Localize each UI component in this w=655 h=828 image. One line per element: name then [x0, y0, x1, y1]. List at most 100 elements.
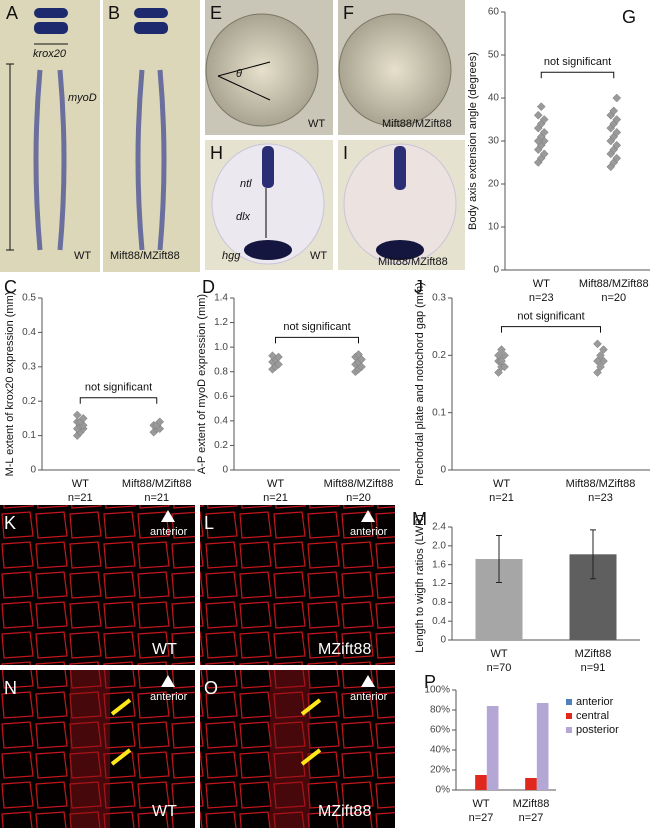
panel-letter: E — [210, 3, 222, 23]
data-point — [500, 362, 509, 372]
y-tick-label: 0 — [493, 265, 499, 276]
image-label: anterior — [150, 526, 188, 538]
y-tick-label: 0.4 — [22, 327, 36, 338]
panel-letter: A — [6, 3, 18, 23]
data-point — [354, 350, 363, 359]
panel-letter: C — [4, 277, 17, 297]
data-point — [596, 350, 605, 360]
annotation: not significant — [283, 321, 350, 333]
y-axis-label: Prechordal plate and notochord gap (mm) — [414, 282, 426, 486]
x-tick-label: n=70 — [487, 662, 512, 674]
data-point — [539, 115, 549, 124]
image-label: anterior — [150, 691, 188, 703]
image-label: anterior — [350, 526, 388, 538]
data-point — [593, 356, 602, 366]
image-label: Mift88/MZift88 — [382, 118, 452, 130]
legend-swatch — [566, 727, 572, 733]
y-tick-label: 0.3 — [432, 293, 446, 304]
annotation: not significant — [85, 382, 152, 394]
bar — [536, 703, 549, 790]
data-point — [155, 417, 165, 427]
legend-swatch — [566, 713, 572, 719]
data-point — [533, 110, 543, 120]
data-point — [78, 414, 88, 423]
x-tick-label: Mift88/MZift88 — [566, 478, 636, 490]
bar — [475, 775, 487, 790]
data-point — [612, 93, 622, 103]
y-tick-label: 0.1 — [432, 407, 446, 418]
y-tick-label: 2.4 — [432, 522, 446, 533]
x-tick-label: n=21 — [489, 492, 514, 504]
image-label: WT — [308, 118, 325, 130]
data-point — [539, 128, 549, 137]
y-tick-label: 0.2 — [22, 396, 36, 407]
image-label: WT — [152, 641, 177, 658]
panel-letter: D — [202, 277, 215, 297]
y-tick-label: 40% — [430, 745, 450, 756]
y-axis-label: Length to wigth ratios (LWR) — [414, 514, 426, 653]
y-tick-label: 60 — [488, 7, 500, 18]
y-tick-label: 0 — [440, 635, 446, 646]
x-tick-label: n=91 — [581, 662, 606, 674]
error-bar — [590, 529, 596, 580]
y-tick-label: 1.4 — [214, 293, 228, 304]
panel-h: H ntl dlx hgg WT — [205, 140, 333, 270]
panel-letter: P — [424, 672, 436, 692]
y-tick-label: 0.4 — [432, 616, 446, 627]
data-point — [609, 106, 619, 116]
image-label: myoD — [68, 92, 97, 104]
panel-a: A krox20 myoD WT — [0, 0, 100, 272]
panel-l: L anterior MZift88 — [200, 505, 395, 665]
y-axis-label: M-L extent of krox20 expression (mm) — [4, 292, 16, 477]
data-point — [599, 356, 608, 366]
x-tick-label: n=20 — [601, 292, 626, 304]
y-tick-label: 30 — [488, 136, 500, 147]
bracket — [540, 71, 615, 79]
y-tick-label: 0.1 — [22, 430, 36, 441]
legend-swatch — [566, 699, 572, 705]
panel-n: N anterior WT — [0, 670, 195, 828]
image-label: ntl — [240, 178, 252, 190]
panel-letter: O — [204, 678, 218, 698]
image-label: Mift88/MZift88 — [110, 250, 180, 262]
bracket — [275, 336, 359, 344]
x-tick-label: n=21 — [263, 492, 288, 504]
y-tick-label: 80% — [430, 705, 450, 716]
image-label: MZift88 — [318, 803, 371, 820]
y-tick-label: 0.6 — [214, 391, 228, 402]
x-tick-label: MZift88 — [575, 648, 612, 660]
y-tick-label: 0.3 — [22, 361, 36, 372]
y-tick-label: 0.8 — [432, 597, 446, 608]
x-tick-label: MZift88 — [513, 798, 550, 810]
x-tick-label: n=27 — [519, 812, 544, 824]
x-tick-label: n=20 — [346, 492, 371, 504]
data-point — [494, 368, 503, 377]
image-label: dlx — [236, 211, 251, 223]
x-tick-label: WT — [267, 478, 284, 490]
bracket — [79, 397, 158, 404]
annotation: not significant — [517, 311, 584, 323]
image-label: θ — [236, 68, 242, 80]
legend-label: anterior — [576, 696, 614, 708]
data-point — [500, 350, 509, 360]
y-tick-label: 10 — [488, 222, 500, 233]
y-tick-label: 100% — [424, 685, 450, 696]
panel-letter: L — [204, 513, 214, 533]
y-tick-label: 0.2 — [432, 350, 446, 361]
data-point — [268, 351, 277, 361]
x-tick-label: n=21 — [68, 492, 93, 504]
panel-letter: I — [343, 143, 348, 163]
error-bar — [496, 534, 502, 584]
legend-label: central — [576, 710, 609, 722]
x-tick-label: Mift88/MZift88 — [122, 478, 192, 490]
data-point — [593, 368, 602, 377]
y-tick-label: 0 — [30, 465, 36, 476]
panel-letter: B — [108, 3, 120, 23]
image-label: WT — [152, 803, 177, 820]
image-label: hgg — [222, 250, 241, 262]
image-label: Mift88/MZift88 — [378, 256, 448, 268]
data-point — [497, 345, 506, 354]
x-tick-label: WT — [493, 478, 510, 490]
panel-letter: G — [622, 7, 636, 27]
legend-label: posterior — [576, 724, 619, 736]
